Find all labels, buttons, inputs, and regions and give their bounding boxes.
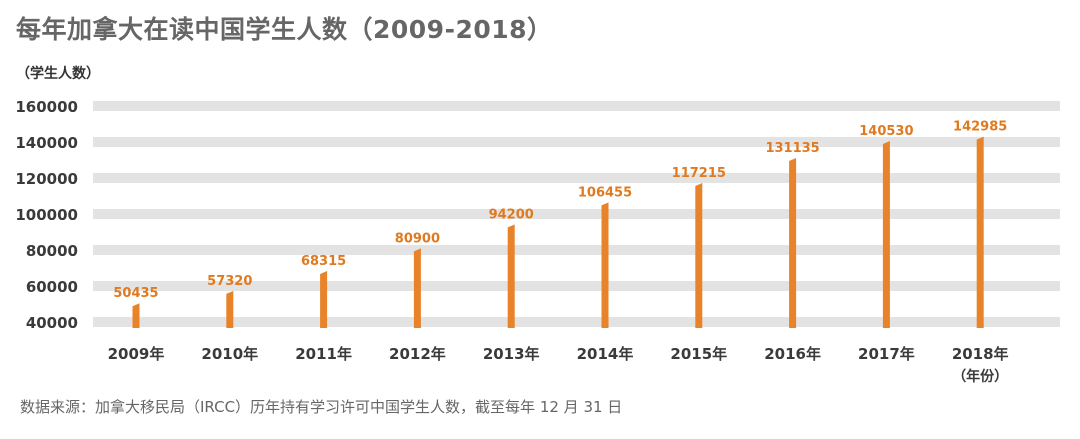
data-label: 50435 — [113, 286, 158, 301]
y-tick-label: 100000 — [15, 206, 78, 224]
x-tick-label: 2014年 — [577, 345, 634, 363]
bar — [695, 183, 703, 328]
bar — [320, 271, 328, 328]
y-tick-label: 60000 — [26, 278, 78, 296]
bar — [976, 136, 984, 328]
x-tick-label: 2016年 — [764, 345, 821, 363]
bar — [789, 157, 797, 328]
y-tick-label: 120000 — [15, 170, 78, 188]
data-label: 94200 — [489, 207, 534, 222]
bar — [132, 303, 140, 328]
gridline — [93, 317, 1060, 327]
chart-title: 每年加拿大在读中国学生人数（2009-2018） — [16, 15, 553, 44]
data-label: 131135 — [765, 141, 819, 156]
y-tick-layer: 40000 60000 80000 100000 120000 140000 160000 — [15, 98, 78, 332]
data-label: 140530 — [859, 124, 913, 139]
x-tick-layer: 2009年 2010年 2011年 2012年 2013年 2014年 2015年 2016年… — [108, 345, 1009, 363]
y-axis-label: （学生人数） — [16, 66, 100, 82]
gridline — [93, 281, 1060, 291]
bar — [601, 202, 609, 328]
bar-layer — [132, 136, 984, 328]
data-label: 68315 — [301, 254, 346, 269]
gridline — [93, 245, 1060, 255]
gridline — [93, 173, 1060, 183]
gridline — [93, 101, 1060, 111]
bar — [413, 248, 421, 328]
gridline — [93, 209, 1060, 219]
x-tick-label: 2010年 — [201, 345, 258, 363]
y-tick-label: 40000 — [26, 314, 78, 332]
bar — [507, 224, 515, 328]
x-axis-unit-label: （年份） — [952, 368, 1008, 385]
data-label: 142985 — [953, 120, 1007, 135]
data-label: 106455 — [578, 185, 632, 200]
source-note: 数据来源：加拿大移民局（IRCC）历年持有学习许可中国学生人数，截至每年 12 … — [20, 398, 623, 416]
y-tick-label: 140000 — [15, 134, 78, 152]
data-label: 57320 — [207, 274, 252, 289]
x-tick-label: 2011年 — [295, 345, 352, 363]
x-tick-label: 2015年 — [670, 345, 727, 363]
grid-layer — [93, 101, 1060, 327]
x-tick-label: 2018年 — [952, 345, 1009, 363]
x-tick-label: 2013年 — [483, 345, 540, 363]
data-label-layer: 50435 57320 68315 80900 94200 106455 117215 131… — [113, 120, 1007, 302]
y-tick-label: 160000 — [15, 98, 78, 116]
data-label: 80900 — [395, 231, 440, 246]
x-tick-label: 2009年 — [108, 345, 165, 363]
bar — [882, 141, 890, 328]
y-tick-label: 80000 — [26, 242, 78, 260]
x-tick-label: 2012年 — [389, 345, 446, 363]
x-tick-label: 2017年 — [858, 345, 915, 363]
data-label: 117215 — [672, 166, 726, 181]
bar — [226, 290, 234, 328]
gridline — [93, 137, 1060, 147]
